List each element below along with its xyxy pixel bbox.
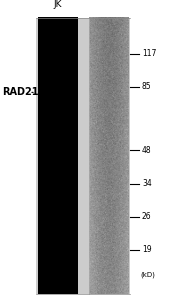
Text: RAD21: RAD21 [2, 87, 38, 98]
Text: JK: JK [53, 0, 62, 9]
Text: 19: 19 [142, 245, 152, 254]
Text: 117: 117 [142, 49, 156, 58]
Text: 85: 85 [142, 82, 152, 91]
Text: 34: 34 [142, 179, 152, 188]
Text: 26: 26 [142, 212, 152, 221]
Text: 48: 48 [142, 146, 152, 155]
FancyBboxPatch shape [36, 18, 130, 294]
Text: (kD): (kD) [140, 272, 155, 278]
